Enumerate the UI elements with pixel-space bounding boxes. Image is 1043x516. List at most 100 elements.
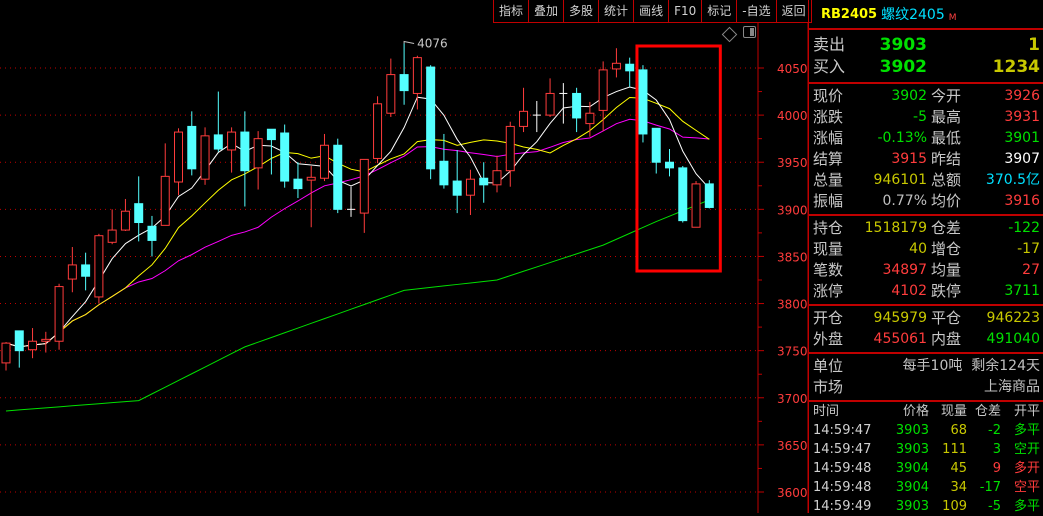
stat-value: 946101 — [873, 172, 927, 188]
candle-down — [439, 160, 449, 186]
tick-row[interactable]: 14:59:49 3903 109 -5 多平 — [809, 497, 1043, 516]
tick-list[interactable]: 时间 价格 现量 仓差 开平 14:59:47 3903 68 -2 多平 14:59:47 3903… — [809, 402, 1043, 516]
bid-label: 买入 — [813, 57, 846, 76]
tick-row[interactable]: 14:59:48 3904 45 9 多开 — [809, 459, 1043, 478]
diamond-icon[interactable] — [721, 26, 738, 43]
candle-up — [505, 125, 515, 172]
toolbar-f10[interactable]: F10 — [668, 0, 701, 22]
stat-label: 均量 — [931, 261, 962, 279]
y-tick-label: 3600 — [777, 486, 808, 500]
candle-up — [359, 158, 369, 214]
ask-row[interactable]: 卖出 3903 1 — [809, 34, 1043, 56]
tick-row[interactable]: 14:59:47 3903 111 3 空开 — [809, 440, 1043, 459]
contract-code: RB2405 — [821, 6, 878, 22]
candle-up — [611, 62, 621, 70]
stat-label: 持仓 — [813, 219, 844, 237]
quote-stats: 现价 3902 今开 3926 涨跌 -5 最高 3931 涨幅 -0.13% 最低 3901 结算 39… — [809, 84, 1043, 216]
candlestick-chart[interactable]: 4050 4000 3950 3900 3850 3800 3750 3700 3650 3600… — [0, 0, 808, 513]
stat-value: 3926 — [1004, 88, 1040, 104]
tick-cell: 3903 — [895, 423, 929, 438]
stat-value: 1518179 — [864, 220, 927, 236]
y-tick-label: 3950 — [777, 156, 808, 170]
candle-up — [519, 110, 529, 127]
tick-row[interactable]: 14:59:47 3903 68 -2 多平 — [809, 421, 1043, 440]
candle-up — [174, 131, 184, 183]
ma5-line — [5, 86, 710, 348]
main-contract-flag: M — [948, 13, 957, 23]
ask-label: 卖出 — [813, 35, 846, 54]
stat-row: 涨跌 -5 最高 3931 — [809, 107, 1043, 128]
tick-cell: -17 — [979, 480, 1001, 495]
candle-down — [333, 144, 343, 210]
stat-label: 涨跌 — [813, 108, 844, 126]
toolbar-overlay[interactable]: 叠加 — [528, 0, 563, 22]
candle-up — [107, 229, 117, 243]
tick-row[interactable]: 14:59:48 3904 34 -17 空平 — [809, 478, 1043, 497]
candle-down — [293, 178, 303, 190]
candle-up — [412, 57, 422, 94]
tick-cell: 多平 — [1013, 423, 1040, 438]
toolbar-remove-watchlist[interactable]: -自选 — [736, 0, 775, 22]
tick-cell: 3904 — [895, 480, 929, 495]
contract-info: 单位 每手10吨 剩余124天 市场 上海商品 — [809, 354, 1043, 402]
candle-down — [651, 127, 661, 163]
high-marker-pointer — [403, 40, 415, 44]
stat-row: 总量 946101 总额 370.5亿 — [809, 170, 1043, 191]
contract-name: 螺纹2405 — [881, 7, 945, 23]
stat-value: 3902 — [891, 88, 927, 104]
stat-value: 946223 — [986, 310, 1040, 326]
toolbar-draw-line[interactable]: 画线 — [633, 0, 668, 22]
stat-row: 开仓 945979 平仓 946223 — [809, 308, 1043, 329]
stat-value: 3916 — [1004, 193, 1040, 209]
stat-row: 振幅 0.77% 均价 3916 — [809, 191, 1043, 212]
stat-value: 0.77% — [882, 193, 927, 209]
candle-up — [691, 183, 701, 228]
candle-down — [638, 69, 648, 135]
tick-cell: 45 — [950, 461, 967, 476]
y-tick-label: 3650 — [777, 439, 808, 453]
stat-label: 内盘 — [931, 330, 962, 348]
candle-up — [41, 338, 51, 342]
stat-label: 昨结 — [931, 150, 962, 168]
tick-cell: 14:59:49 — [813, 499, 872, 514]
stat-value: 491040 — [986, 331, 1040, 347]
toolbar-mark[interactable]: 标记 — [701, 0, 736, 22]
stat-value: -122 — [1008, 220, 1040, 236]
toolbar-indicator[interactable]: 指标 — [493, 0, 528, 22]
bid-volume: 1234 — [992, 57, 1040, 77]
stat-value: 34897 — [882, 262, 927, 278]
candle-up — [227, 131, 237, 151]
stat-value: -0.13% — [877, 130, 927, 146]
candle-down — [572, 92, 582, 119]
tick-cell: 111 — [942, 442, 967, 457]
stat-value: -5 — [913, 109, 927, 125]
tick-cell: 3 — [992, 442, 1001, 457]
y-tick-label: 3850 — [777, 250, 808, 264]
candle-down — [399, 74, 409, 92]
stat-label: 开仓 — [813, 309, 844, 327]
position-stats: 持仓 1518179 仓差 -122 现量 40 增仓 -17 笔数 34897 均量 27 涨停 410… — [809, 216, 1043, 306]
market-label: 市场 — [813, 378, 844, 396]
quote-header: RB2405 螺纹2405 M — [809, 0, 1043, 30]
toolbar-back[interactable]: 返回 — [775, 0, 812, 22]
stat-row: 现量 40 增仓 -17 — [809, 239, 1043, 260]
candle-up — [386, 74, 396, 114]
order-book: 卖出 3903 1 买入 3902 1234 — [809, 30, 1043, 84]
stat-row: 涨停 4102 跌停 3711 — [809, 281, 1043, 302]
bid-row[interactable]: 买入 3902 1234 — [809, 56, 1043, 78]
candle-up — [319, 144, 329, 179]
panel-toggle-icon[interactable] — [743, 26, 756, 38]
stat-value: 370.5亿 — [985, 172, 1040, 188]
tick-cell: 9 — [992, 461, 1001, 476]
toolbar-statistics[interactable]: 统计 — [598, 0, 633, 22]
tick-column-header: 现量 — [940, 404, 967, 419]
stat-label: 结算 — [813, 150, 844, 168]
stat-row: 现价 3902 今开 3926 — [809, 86, 1043, 107]
toolbar-multi-stock[interactable]: 多股 — [563, 0, 598, 22]
stat-row: 结算 3915 昨结 3907 — [809, 149, 1043, 170]
stat-value: 40 — [909, 241, 927, 257]
candle-down — [240, 131, 250, 172]
candle-down — [147, 225, 157, 241]
tick-cell: 多开 — [1013, 461, 1040, 476]
stat-value: 4102 — [891, 283, 927, 299]
